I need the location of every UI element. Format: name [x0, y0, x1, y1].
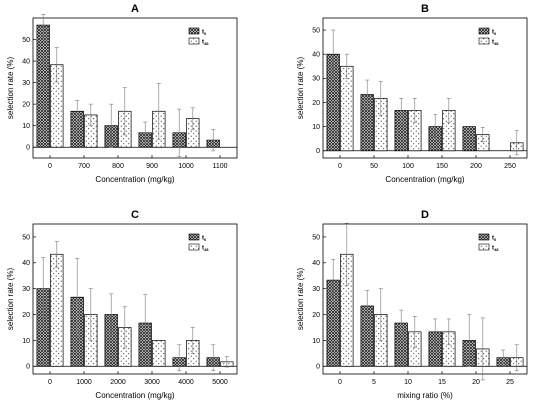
plot-frame — [322, 223, 528, 375]
x-axis-label: Concentration (mg/kg) — [95, 175, 174, 184]
x-tick-label: 2000 — [110, 379, 126, 386]
y-tick-label: 30 — [22, 286, 30, 293]
legend-swatch — [478, 37, 490, 45]
y-tick-label: 10 — [22, 123, 30, 130]
bar-t0 — [462, 126, 476, 152]
x-tick-label: 25 — [506, 379, 514, 386]
x-tick-label: 100 — [402, 163, 414, 170]
legend-label: t0 — [492, 236, 497, 243]
legend-swatch — [188, 243, 200, 251]
y-tick-label: 20 — [22, 102, 30, 109]
y-tick-label: 50 — [312, 27, 320, 34]
y-tick-label: 0 — [316, 364, 320, 371]
x-tick-label: 250 — [504, 163, 516, 170]
y-tick-label: 30 — [312, 76, 320, 83]
chart-panel-c: C 0 10 20 30 40 50 selection rate (%) Concentrat… — [6, 209, 238, 400]
panel-title: C — [131, 209, 139, 221]
y-axis-label: selection rate (%) — [6, 268, 15, 331]
x-tick-label: 5 — [372, 379, 376, 386]
y-tick-label: 50 — [22, 234, 30, 241]
legend-label: t48 — [202, 246, 209, 253]
y-tick-label: 20 — [22, 312, 30, 319]
x-axis-label: Concentration (mg/kg) — [385, 175, 464, 184]
y-axis-label: selection rate (%) — [6, 57, 15, 120]
x-tick-label: 800 — [112, 163, 124, 170]
chart-panel-b: B 0 10 20 30 40 50 selection rate (%) Concentrat… — [296, 3, 528, 184]
y-tick-label: 0 — [26, 364, 30, 371]
legend-swatch — [188, 37, 200, 45]
legend-label: t48 — [492, 246, 499, 253]
y-tick-label: 50 — [22, 37, 30, 44]
plot-frame — [322, 17, 528, 159]
legend-label: t0 — [202, 30, 207, 37]
panel-title: A — [131, 3, 139, 15]
x-tick-label: 50 — [370, 163, 378, 170]
y-tick-label: 20 — [312, 312, 320, 319]
legend-label: t48 — [492, 40, 499, 47]
y-tick-label: 20 — [312, 100, 320, 107]
y-axis-label: selection rate (%) — [296, 57, 305, 120]
x-tick-label: 4000 — [178, 379, 194, 386]
chart-panel-a: A 0 10 20 30 40 50 selection rate (%) Concentrat… — [6, 3, 238, 184]
y-tick-label: 40 — [312, 260, 320, 267]
x-tick-label: 0 — [48, 379, 52, 386]
x-axis-label: Concentration (mg/kg) — [95, 391, 174, 400]
y-tick-label: 30 — [312, 286, 320, 293]
y-tick-label: 0 — [26, 145, 30, 152]
y-tick-label: 40 — [312, 52, 320, 59]
plot-frame — [32, 223, 238, 375]
bar-t48 — [50, 253, 64, 367]
x-tick-label: 1000 — [76, 379, 92, 386]
x-axis-label: mixing ratio (%) — [397, 391, 453, 400]
panel-title: B — [421, 3, 429, 15]
y-tick-label: 10 — [22, 338, 30, 345]
y-tick-label: 10 — [312, 338, 320, 345]
y-tick-label: 0 — [316, 148, 320, 155]
y-tick-label: 40 — [22, 260, 30, 267]
x-tick-label: 200 — [470, 163, 482, 170]
x-tick-label: 0 — [48, 163, 52, 170]
y-tick-label: 40 — [22, 58, 30, 65]
legend-swatch — [188, 27, 200, 35]
x-tick-label: 700 — [78, 163, 90, 170]
x-tick-label: 1100 — [212, 163, 227, 170]
x-tick-label: 0 — [338, 379, 342, 386]
x-tick-label: 0 — [338, 163, 342, 170]
x-tick-label: 150 — [436, 163, 448, 170]
y-tick-label: 30 — [22, 80, 30, 87]
legend-label: t0 — [202, 236, 207, 243]
x-tick-label: 15 — [438, 379, 446, 386]
legend-label: t48 — [202, 40, 209, 47]
x-tick-label: 5000 — [212, 379, 228, 386]
x-tick-label: 20 — [472, 379, 480, 386]
bar-t0 — [36, 24, 50, 148]
y-axis-label: selection rate (%) — [296, 268, 305, 331]
plot-frame — [32, 17, 238, 159]
y-tick-label: 10 — [312, 124, 320, 131]
legend-swatch — [478, 233, 490, 241]
x-tick-label: 1000 — [178, 163, 194, 170]
legend-swatch — [478, 27, 490, 35]
legend-swatch — [478, 243, 490, 251]
y-tick-label: 50 — [312, 234, 320, 241]
x-tick-label: 10 — [404, 379, 412, 386]
x-tick-label: 900 — [146, 163, 158, 170]
panel-title: D — [421, 209, 429, 221]
bar-t48 — [152, 340, 166, 367]
bar-t48 — [340, 65, 354, 152]
legend-swatch — [188, 233, 200, 241]
legend-label: t0 — [492, 30, 497, 37]
x-tick-label: 3000 — [144, 379, 160, 386]
